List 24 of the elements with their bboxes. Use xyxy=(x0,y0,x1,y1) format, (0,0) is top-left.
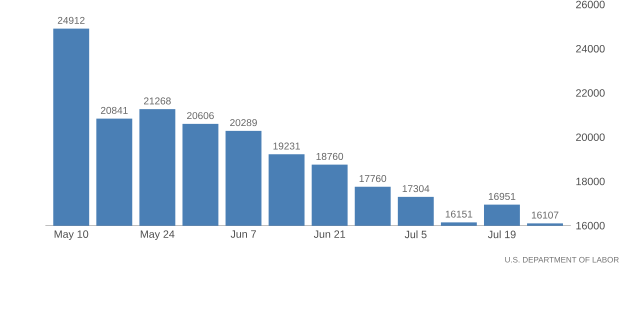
data-label: 17760 xyxy=(360,174,386,182)
data-label: 20606 xyxy=(187,112,214,120)
data-label: 20841 xyxy=(100,106,128,114)
data-label: 16951 xyxy=(488,192,516,200)
data-label: 21268 xyxy=(144,97,171,104)
data-label: 18760 xyxy=(316,152,344,160)
y-tick-label: 16000 xyxy=(576,222,605,230)
y-tick-label: 20000 xyxy=(576,133,605,141)
x-tick-label: Jul 19 xyxy=(488,230,516,238)
data-label: 19231 xyxy=(273,142,300,150)
x-tick-label: Jun 7 xyxy=(230,230,256,238)
data-label: 16107 xyxy=(532,212,558,219)
y-tick-label: 26000 xyxy=(576,0,605,8)
y-tick-label: 24000 xyxy=(576,44,605,52)
data-label: 24912 xyxy=(58,16,85,24)
x-tick-label: Jun 21 xyxy=(314,230,346,238)
data-label: 16151 xyxy=(446,210,472,218)
x-tick-label: Jul 5 xyxy=(404,230,427,238)
data-label: 20289 xyxy=(230,119,257,126)
x-tick-label: May 10 xyxy=(54,230,88,240)
y-tick-label: 18000 xyxy=(576,178,605,186)
x-tick-label: May 24 xyxy=(140,230,174,240)
data-label: 17304 xyxy=(402,185,430,192)
y-tick-label: 22000 xyxy=(576,89,605,97)
